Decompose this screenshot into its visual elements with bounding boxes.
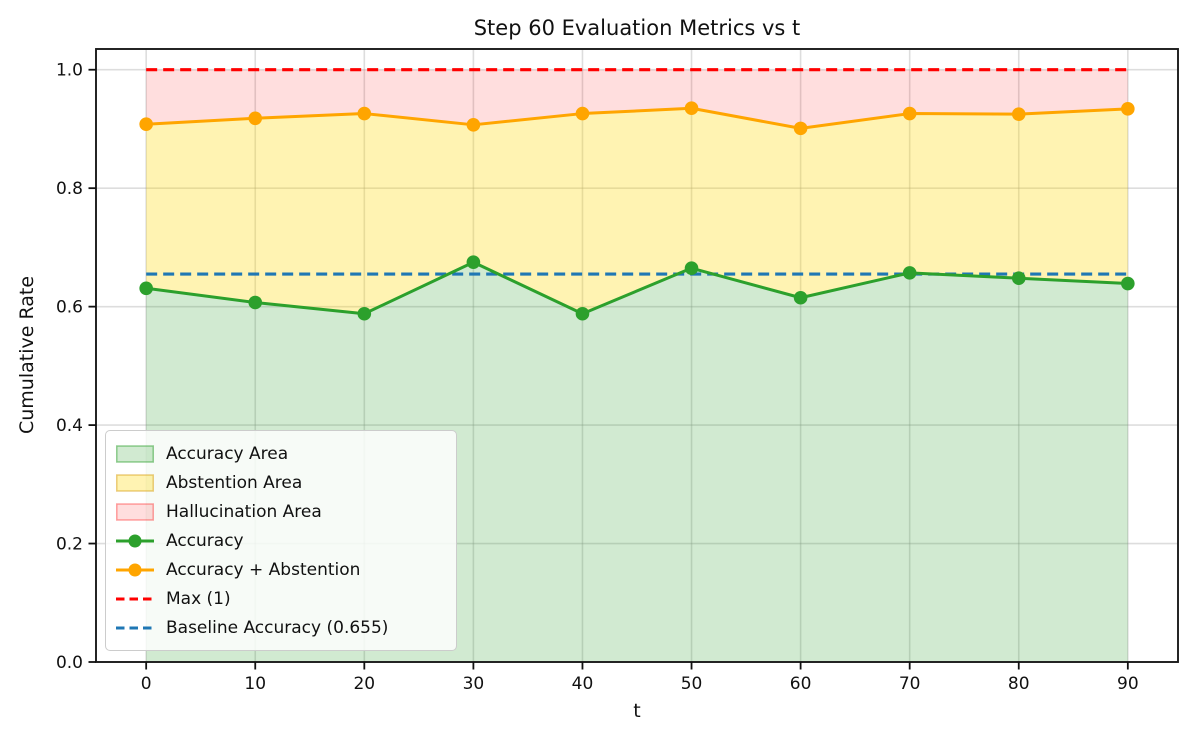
legend-dash-icon (116, 626, 154, 629)
data-point (793, 290, 808, 305)
legend-item: Max (1) (116, 584, 446, 613)
y-tick-label: 0.8 (56, 179, 83, 199)
data-point (1121, 102, 1135, 116)
x-axis-label: t (633, 700, 641, 722)
legend-line-marker-icon (116, 534, 154, 547)
legend-item-label: Accuracy (166, 530, 244, 551)
data-point (902, 266, 917, 280)
area-hallucination-area (146, 69, 1128, 129)
data-point (139, 117, 153, 132)
x-tick-label: 0 (141, 674, 152, 694)
legend-item-label: Accuracy Area (166, 443, 289, 464)
ticks (88, 68, 1129, 670)
data-point (575, 106, 590, 121)
data-point (1121, 276, 1135, 291)
data-point (684, 101, 699, 116)
legend-patch-icon (116, 473, 154, 492)
y-tick-label: 0.6 (56, 298, 83, 318)
x-tick-label: 10 (244, 674, 266, 694)
legend-item: Baseline Accuracy (0.655) (116, 613, 446, 642)
area-abstention-area (146, 108, 1128, 314)
chart-title: Step 60 Evaluation Metrics vs t (473, 16, 801, 40)
legend-item: Accuracy Area (116, 439, 446, 468)
data-point (357, 106, 372, 121)
series-accuracy (139, 255, 1135, 321)
tick-labels: 0 10 20 30 40 50 60 70 80 90 0.0 0.2 0.4 0.6 0.8 1.0 (56, 61, 1139, 694)
legend-item-label: Max (1) (166, 588, 231, 609)
legend-item-label: Baseline Accuracy (0.655) (166, 617, 389, 638)
y-axis-label: Cumulative Rate (16, 275, 38, 435)
legend-item-label: Abstention Area (166, 472, 303, 493)
legend-item-label: Hallucination Area (166, 501, 322, 522)
data-point (357, 306, 372, 321)
y-tick-label: 0.2 (56, 535, 83, 555)
legend-patch-icon (116, 444, 154, 463)
x-tick-label: 80 (1008, 674, 1030, 694)
legend: Accuracy Area Abstention Area Hallucinatio… (105, 430, 457, 651)
data-point (248, 111, 263, 126)
legend-patch-icon (116, 502, 154, 521)
x-tick-label: 70 (899, 674, 921, 694)
data-point (466, 118, 481, 132)
x-tick-label: 50 (681, 674, 703, 694)
x-tick-label: 30 (463, 674, 485, 694)
data-point (1011, 107, 1026, 121)
data-point (466, 255, 481, 270)
axes-spines (95, 48, 1179, 663)
x-tick-label: 60 (790, 674, 812, 694)
data-point (684, 261, 699, 275)
data-point (575, 306, 590, 321)
x-tick-label: 90 (1117, 674, 1139, 694)
legend-item: Accuracy + Abstention (116, 555, 446, 584)
data-point (139, 281, 153, 296)
data-point (902, 106, 917, 121)
y-tick-label: 1.0 (56, 61, 83, 81)
legend-item: Accuracy (116, 526, 446, 555)
x-tick-label: 40 (572, 674, 594, 694)
x-tick-label: 20 (353, 674, 375, 694)
legend-item: Hallucination Area (116, 497, 446, 526)
y-tick-label: 0.4 (56, 416, 83, 436)
legend-item: Abstention Area (116, 468, 446, 497)
data-point (793, 121, 808, 136)
y-tick-label: 0.0 (56, 653, 83, 673)
legend-item-label: Accuracy + Abstention (166, 559, 361, 580)
data-point (1011, 271, 1026, 286)
legend-dash-icon (116, 597, 154, 600)
series-accuracy-abstention (139, 101, 1135, 136)
legend-line-marker-icon (116, 563, 154, 576)
data-point (248, 295, 263, 310)
